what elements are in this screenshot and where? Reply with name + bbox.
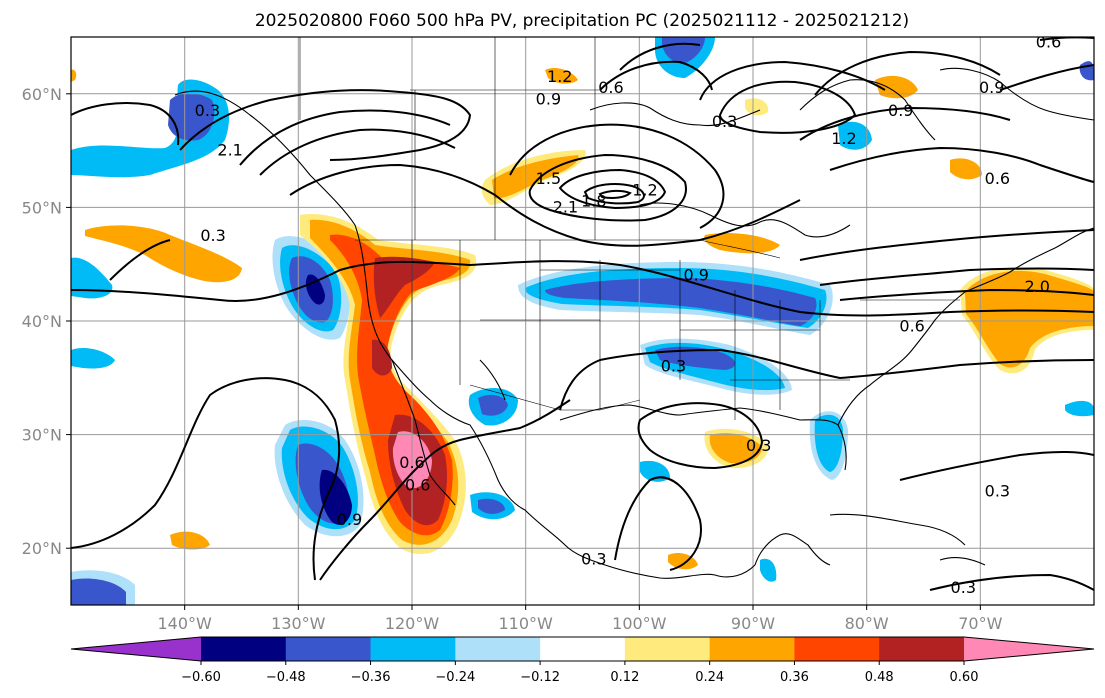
contour-label: 0.6: [1036, 33, 1061, 52]
contour-label: 0.3: [195, 101, 220, 120]
precip-positive-area: [170, 531, 210, 550]
colorbar-bin: [709, 637, 795, 661]
lat-tick-label: 50°N: [22, 198, 62, 217]
colorbar-tick-label: −0.60: [181, 670, 221, 685]
axis-ticks: 140°W 130°W 120°W 110°W 100°W 90°W 80°W 70°W 20°…: [22, 85, 1003, 633]
contour-label: 0.3: [746, 436, 771, 455]
colorbar-bin: [201, 637, 287, 661]
colorbar-over-extend: [964, 637, 1094, 661]
contour-label: 0.3: [200, 226, 225, 245]
precip-positive-area: [745, 98, 769, 116]
precip-positive-area: [950, 158, 982, 180]
lon-tick-label: 80°W: [845, 614, 889, 633]
lon-tick-label: 140°W: [157, 614, 212, 633]
precip-negative-area: [1065, 400, 1094, 417]
lat-tick-label: 20°N: [22, 539, 62, 558]
precip-negative-area: [319, 469, 352, 525]
precip-negative-area: [655, 346, 736, 370]
lon-tick-label: 90°W: [731, 614, 775, 633]
colorbar-bin: [794, 637, 880, 661]
lat-tick-label: 30°N: [22, 426, 62, 445]
contour-label: 0.9: [536, 89, 561, 108]
precip-negative-area: [545, 278, 817, 326]
precip-positive-area: [704, 233, 780, 254]
pv-contours: [71, 37, 1094, 591]
contour-label: 0.9: [979, 78, 1004, 97]
pv-contour-labels: 0.3 0.3 1.2 0.9 0.6 0.3 1.5 1.8 1.2 2.1 1.2 0.9 0.9 0…: [195, 33, 1062, 597]
colorbar-tick-label: −0.48: [266, 670, 306, 685]
colorbar-bin: [624, 637, 711, 661]
precip-positive-area: [545, 68, 578, 84]
precip-negative-area: [71, 257, 113, 299]
colorbar-tick-label: 0.24: [695, 670, 724, 685]
colorbar-tick-label: 0.60: [950, 670, 979, 685]
colorbar-bin: [540, 637, 626, 661]
contour-label: 0.9: [888, 101, 913, 120]
colorbar-tick-label: −0.24: [435, 670, 475, 685]
contour-label: 2.1: [553, 197, 578, 216]
contour-label: 0.6: [899, 317, 924, 336]
contour-label: 0.9: [337, 510, 362, 529]
contour-label: 0.3: [985, 481, 1010, 500]
lon-tick-label: 120°W: [385, 614, 440, 633]
contour-label: 2.1: [217, 141, 242, 160]
contour-label: 2.0: [1024, 277, 1049, 296]
precip-negative-area: [478, 498, 505, 514]
coastlines: [174, 67, 1094, 579]
colorbar-under-extend: [71, 637, 201, 661]
contour-label: 0.6: [399, 453, 424, 472]
figure-title: 2025020800 F060 500 hPa PV, precipitatio…: [255, 11, 909, 31]
colorbar-tick-label: 0.36: [780, 670, 809, 685]
precip-negative-area: [760, 558, 777, 582]
precip-positive-area: [965, 270, 1094, 368]
lat-tick-label: 60°N: [22, 85, 62, 104]
colorbar-tick-label: 0.48: [865, 670, 894, 685]
colorbar-tick-label: 0.12: [610, 670, 639, 685]
contour-label: 0.3: [712, 112, 737, 131]
contour-label: 1.2: [632, 180, 657, 199]
contour-label: 0.6: [985, 169, 1010, 188]
colorbar-bin: [285, 637, 372, 661]
colorbar-tick-label: −0.12: [520, 670, 560, 685]
colorbar-tick-label: −0.36: [351, 670, 391, 685]
precip-negative-area: [838, 121, 872, 150]
contour-label: 0.6: [405, 476, 430, 495]
colorbar-bin: [370, 637, 456, 661]
contour-label: 1.2: [831, 129, 856, 148]
lon-tick-label: 110°W: [498, 614, 553, 633]
precip-positive-area: [85, 225, 242, 283]
colorbar: −0.60 −0.48 −0.36 −0.24 −0.12 0.12 0.24 0.36 0.4…: [70, 636, 1095, 685]
precip-positive-area: [373, 256, 435, 318]
lon-tick-label: 100°W: [612, 614, 667, 633]
contour-label: 0.9: [683, 266, 708, 285]
precip-negative-area: [71, 578, 126, 605]
contour-label: 0.3: [661, 356, 686, 375]
contour-label: 0.6: [598, 78, 623, 97]
contour-label: 0.3: [581, 550, 606, 569]
contour-label: 1.5: [536, 169, 561, 188]
lon-tick-label: 130°W: [271, 614, 326, 633]
precip-negative-area: [305, 274, 325, 305]
colorbar-bin: [455, 637, 541, 661]
lon-tick-label: 70°W: [958, 614, 1002, 633]
contour-label: 1.8: [581, 192, 606, 211]
lat-tick-label: 40°N: [22, 312, 62, 331]
colorbar-bin: [879, 637, 965, 661]
precip-negative-area: [71, 348, 115, 369]
precip-positive-area: [875, 75, 918, 99]
precip-positive-area: [709, 433, 762, 464]
precip-negative-area: [478, 394, 508, 416]
contour-label: 1.2: [547, 67, 572, 86]
contour-label: 0.3: [951, 578, 976, 597]
precip-positive-area: [71, 69, 77, 82]
precip-negative-area: [814, 414, 843, 472]
map-panel: 0.3 0.3 1.2 0.9 0.6 0.3 1.5 1.8 1.2 2.1 1.2 0.9 0.9 0…: [71, 33, 1094, 605]
precip-positive-area: [372, 339, 392, 376]
